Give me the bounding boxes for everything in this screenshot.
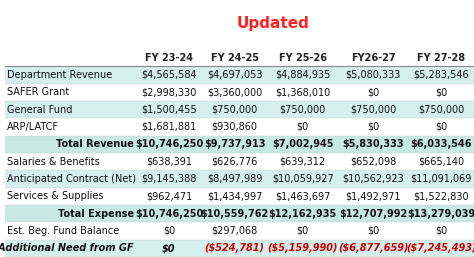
Text: $638,391: $638,391 [146, 157, 192, 167]
Text: Total Revenue: Total Revenue [56, 139, 134, 149]
Text: ($7,245,493): ($7,245,493) [406, 243, 474, 253]
Text: ARP/LATCF: ARP/LATCF [7, 122, 59, 132]
Text: $13,279,039: $13,279,039 [407, 209, 474, 219]
Text: Anticipated Contract (Net): Anticipated Contract (Net) [7, 174, 136, 184]
Text: $7,002,945: $7,002,945 [272, 139, 334, 149]
Text: County Fire Multi-Year Outlook—: County Fire Multi-Year Outlook— [0, 16, 237, 31]
Bar [5, 240, 474, 257]
Text: $11,091,069: $11,091,069 [410, 174, 472, 184]
Text: Est. Beg. Fund Balance: Est. Beg. Fund Balance [7, 226, 119, 236]
Text: SAFER Grant: SAFER Grant [7, 87, 69, 97]
Text: $10,746,250: $10,746,250 [135, 209, 203, 219]
Text: $4,697,053: $4,697,053 [207, 70, 263, 80]
Text: $12,162,935: $12,162,935 [269, 209, 337, 219]
Text: $12,707,992: $12,707,992 [339, 209, 407, 219]
Text: $750,000: $750,000 [211, 105, 258, 115]
Text: FY 24-25: FY 24-25 [210, 52, 259, 62]
Text: $10,562,923: $10,562,923 [342, 174, 404, 184]
Text: ($6,877,659): ($6,877,659) [338, 243, 409, 253]
Text: $0: $0 [367, 122, 379, 132]
Bar [5, 84, 474, 101]
Text: $9,737,913: $9,737,913 [204, 139, 265, 149]
Text: $750,000: $750,000 [350, 105, 396, 115]
Text: $1,681,881: $1,681,881 [141, 122, 197, 132]
Text: $5,080,333: $5,080,333 [346, 70, 401, 80]
Text: $750,000: $750,000 [280, 105, 326, 115]
Text: $930,860: $930,860 [212, 122, 258, 132]
Text: $2,998,330: $2,998,330 [141, 87, 197, 97]
Text: $4,565,584: $4,565,584 [141, 70, 197, 80]
Text: FY 23-24: FY 23-24 [145, 52, 193, 62]
Text: $10,559,762: $10,559,762 [201, 209, 269, 219]
Text: $4,884,935: $4,884,935 [275, 70, 330, 80]
Text: Updated: Updated [237, 16, 310, 31]
Text: $1,492,971: $1,492,971 [346, 191, 401, 201]
Text: $652,098: $652,098 [350, 157, 396, 167]
Text: $9,145,388: $9,145,388 [141, 174, 197, 184]
Text: Total Expense: Total Expense [58, 209, 134, 219]
Bar [5, 188, 474, 205]
Text: $0: $0 [435, 122, 447, 132]
Bar [5, 205, 474, 222]
Text: $1,368,010: $1,368,010 [275, 87, 330, 97]
Bar [5, 66, 474, 84]
Text: $1,434,997: $1,434,997 [207, 191, 263, 201]
Text: $0: $0 [367, 87, 379, 97]
Text: $3,360,000: $3,360,000 [207, 87, 262, 97]
Text: $962,471: $962,471 [146, 191, 192, 201]
Text: Services & Supplies: Services & Supplies [7, 191, 104, 201]
Text: $1,522,830: $1,522,830 [413, 191, 469, 201]
Bar [5, 222, 474, 240]
Text: FY 25-26: FY 25-26 [279, 52, 327, 62]
Text: Department Revenue: Department Revenue [7, 70, 112, 80]
Bar [5, 136, 474, 153]
Text: FY26-27: FY26-27 [351, 52, 395, 62]
Text: $5,830,333: $5,830,333 [342, 139, 404, 149]
Text: $750,000: $750,000 [418, 105, 464, 115]
Text: $0: $0 [435, 87, 447, 97]
Bar [5, 170, 474, 188]
Text: $1,463,697: $1,463,697 [275, 191, 330, 201]
Text: $8,497,989: $8,497,989 [207, 174, 263, 184]
Text: Salaries & Benefits: Salaries & Benefits [7, 157, 100, 167]
Text: $0: $0 [297, 226, 309, 236]
Text: $626,776: $626,776 [211, 157, 258, 167]
Text: $639,312: $639,312 [280, 157, 326, 167]
Text: General Fund: General Fund [7, 105, 73, 115]
Text: Est. Additional Need from GF: Est. Additional Need from GF [0, 243, 134, 253]
Text: FY 27-28: FY 27-28 [417, 52, 465, 62]
Text: ($5,159,990): ($5,159,990) [267, 243, 338, 253]
Text: $0: $0 [297, 122, 309, 132]
Text: $10,059,927: $10,059,927 [272, 174, 334, 184]
Bar [5, 153, 474, 170]
Text: $10,746,250: $10,746,250 [135, 139, 203, 149]
Text: $5,283,546: $5,283,546 [413, 70, 469, 80]
Bar [5, 118, 474, 136]
Text: $0: $0 [162, 243, 176, 253]
Text: $1,500,455: $1,500,455 [141, 105, 197, 115]
Text: $665,140: $665,140 [418, 157, 464, 167]
Text: ($524,781): ($524,781) [205, 243, 264, 253]
Text: $0: $0 [435, 226, 447, 236]
Text: $6,033,546: $6,033,546 [410, 139, 472, 149]
Text: $0: $0 [367, 226, 379, 236]
Text: $0: $0 [163, 226, 175, 236]
Text: $297,068: $297,068 [211, 226, 258, 236]
Bar [5, 101, 474, 118]
